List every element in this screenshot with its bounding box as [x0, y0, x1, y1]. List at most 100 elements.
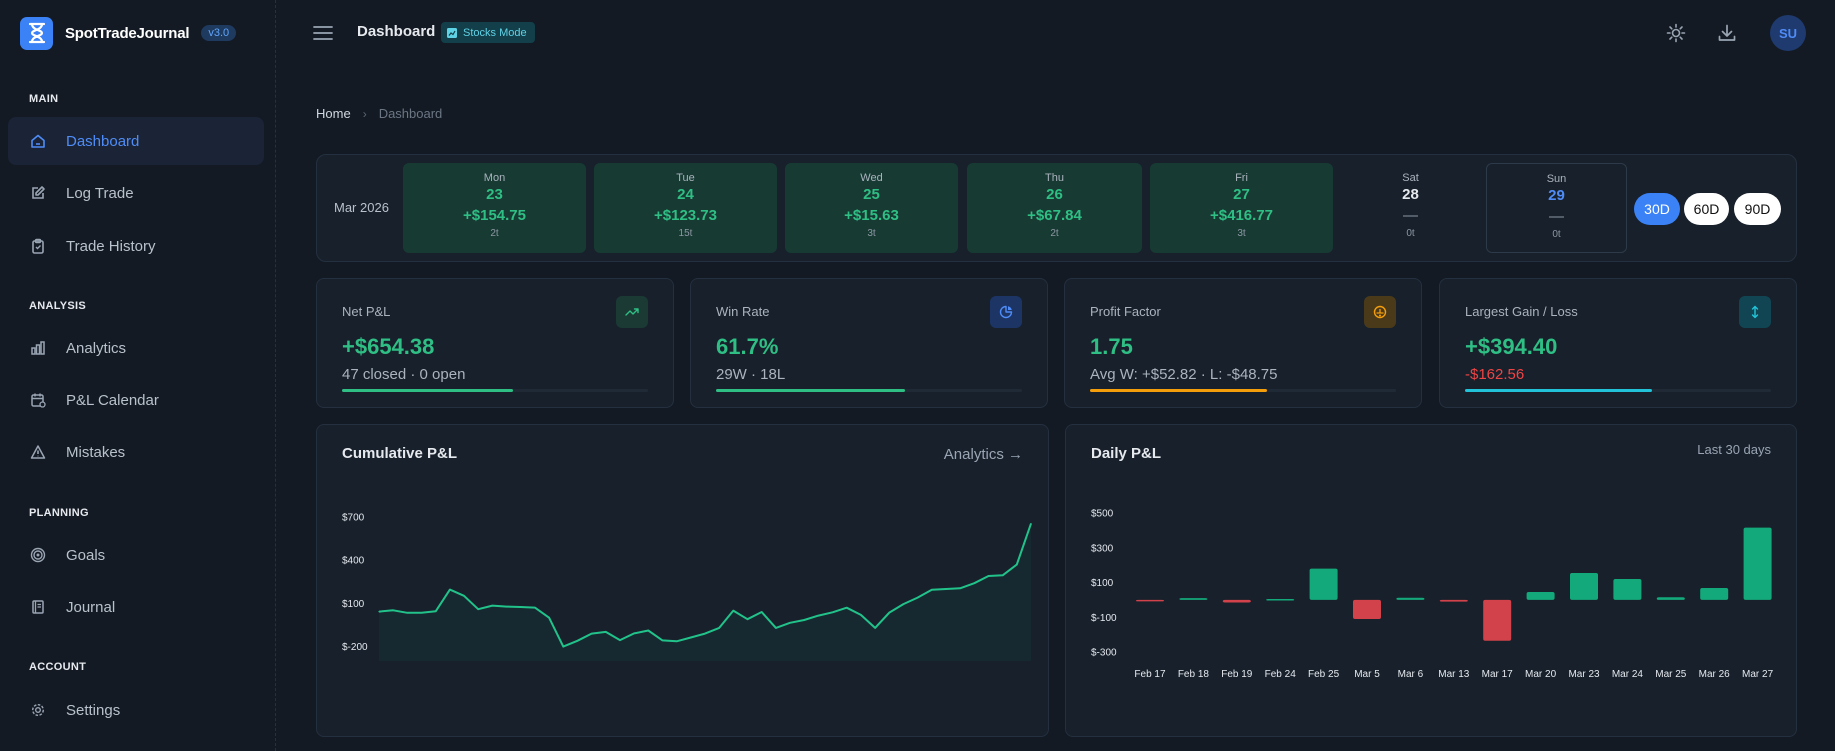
stat-card-largest-gain-loss: Largest Gain / Loss +$394.40 -$162.56 — [1439, 278, 1797, 408]
day-trade-count: 2t — [1050, 228, 1059, 239]
bar — [1570, 572, 1598, 600]
sidebar-item-dashboard[interactable]: Dashboard — [8, 117, 264, 165]
notebook-icon — [29, 598, 47, 616]
target-icon — [29, 546, 47, 564]
day-card-sat[interactable]: Sat 28 — 0t — [1341, 163, 1480, 253]
avatar[interactable]: SU — [1770, 15, 1806, 51]
day-card-thu[interactable]: Thu 26 +$67.84 2t — [967, 163, 1142, 253]
nav-section-planning: PLANNING — [29, 507, 89, 519]
stat-progress-track — [716, 389, 1022, 392]
data-point — [959, 587, 961, 589]
chart-icon — [447, 27, 457, 38]
range-60d-button[interactable]: 60D — [1684, 193, 1729, 225]
stat-label: Profit Factor — [1090, 304, 1161, 319]
sidebar-item-log-trade[interactable]: Log Trade — [8, 169, 264, 217]
stat-value: +$394.40 — [1465, 334, 1558, 359]
data-point — [917, 597, 919, 599]
sidebar-item-pnl-calendar[interactable]: P&L Calendar — [8, 376, 264, 424]
day-card-fri[interactable]: Fri 27 +$416.77 3t — [1150, 163, 1333, 253]
data-point — [973, 582, 975, 584]
analytics-link[interactable]: Analytics → — [943, 446, 1023, 463]
data-point — [378, 611, 380, 613]
brand[interactable]: SpotTradeJournal v3.0 — [20, 16, 237, 50]
stat-value: 61.7% — [716, 334, 779, 359]
stat-progress-track — [1090, 389, 1396, 392]
hamburger-menu-icon[interactable] — [313, 24, 333, 42]
x-tick-label: Mar 20 — [1525, 669, 1557, 680]
data-point — [605, 631, 607, 633]
bar — [1309, 568, 1338, 600]
data-point — [591, 633, 593, 635]
series-area — [379, 523, 1031, 661]
sun-icon[interactable] — [1663, 20, 1689, 46]
mode-badge[interactable]: Stocks Mode — [441, 22, 535, 43]
home-icon — [29, 132, 47, 150]
stat-sub: -$162.56 — [1465, 366, 1525, 383]
data-point — [789, 622, 791, 624]
stat-sub: 47 closed · 0 open — [342, 366, 466, 383]
version-badge: v3.0 — [201, 25, 237, 41]
day-card-mon[interactable]: Mon 23 +$154.75 2t — [403, 163, 586, 253]
sidebar-item-analytics[interactable]: Analytics — [8, 324, 264, 372]
range-90d-button[interactable]: 90D — [1734, 193, 1781, 225]
sidebar-item-settings[interactable]: Settings — [8, 686, 264, 734]
nav-section-analysis: ANALYSIS — [29, 300, 87, 312]
x-tick-label: Feb 17 — [1134, 669, 1166, 680]
bar — [1353, 599, 1381, 619]
stat-progress-fill — [1090, 389, 1268, 392]
sidebar-item-label: Journal — [66, 598, 116, 616]
y-tick-label: $-300 — [1091, 648, 1117, 659]
stat-label: Win Rate — [716, 304, 770, 319]
range-30d-button[interactable]: 30D — [1634, 193, 1680, 225]
data-point — [718, 627, 720, 629]
day-card-wed[interactable]: Wed 25 +$15.63 3t — [785, 163, 958, 253]
day-pnl: +$67.84 — [1027, 207, 1082, 224]
x-tick-label: Mar 6 — [1398, 669, 1424, 680]
x-tick-label: Feb 19 — [1221, 669, 1253, 680]
panel-note: Last 30 days — [1697, 442, 1771, 457]
nav-section-account: ACCOUNT — [29, 661, 87, 673]
data-point — [1016, 563, 1018, 566]
sidebar-item-label: Settings — [66, 701, 121, 719]
y-tick-label: $700 — [342, 513, 365, 524]
sidebar-item-goals[interactable]: Goals — [8, 531, 264, 579]
day-card-sun[interactable]: Sun 29 — 0t — [1486, 163, 1627, 253]
sidebar-item-journal[interactable]: Journal — [8, 583, 264, 631]
data-point — [902, 603, 905, 605]
day-number: 27 — [1233, 186, 1250, 203]
stat-card-win-rate: Win Rate 61.7% 29W · 18L — [690, 278, 1048, 408]
daily-pnl-panel: Daily P&L Last 30 days $500 $300 $100 $-100… — [1065, 424, 1797, 737]
data-point — [761, 611, 763, 613]
data-point — [803, 619, 805, 621]
data-point — [477, 608, 479, 610]
day-card-tue[interactable]: Tue 24 +$123.73 15t — [594, 163, 777, 253]
sidebar-item-trade-history[interactable]: Trade History — [8, 222, 264, 270]
y-tick-label: $-100 — [1091, 613, 1117, 624]
data-point — [846, 607, 848, 609]
scale-icon — [1364, 296, 1396, 328]
day-trade-count: 0t — [1406, 228, 1415, 239]
download-icon[interactable] — [1714, 20, 1740, 46]
x-tick-label: Feb 18 — [1178, 669, 1210, 680]
data-point — [732, 610, 734, 612]
sidebar-item-label: Trade History — [66, 237, 156, 255]
sidebar-item-mistakes[interactable]: Mistakes — [8, 428, 264, 476]
y-tick-label: $100 — [342, 599, 365, 610]
day-pnl: +$416.77 — [1210, 207, 1273, 224]
nav-section-main: MAIN — [29, 93, 59, 105]
x-tick-label: Mar 26 — [1699, 669, 1731, 680]
panel-title: Daily P&L — [1091, 445, 1162, 462]
y-tick-label: $300 — [1091, 543, 1114, 554]
data-point — [647, 629, 649, 632]
data-point — [548, 617, 550, 619]
bar-chart-icon — [29, 339, 47, 357]
day-name: Thu — [1045, 172, 1064, 184]
week-strip: Mar 2026 Mon 23 +$154.75 2t Tue 24 +$123… — [316, 154, 1797, 262]
bar — [1439, 599, 1468, 602]
day-name: Sat — [1402, 172, 1419, 184]
breadcrumb-home[interactable]: Home — [316, 106, 351, 121]
data-point — [406, 612, 408, 614]
sidebar-item-label: Goals — [66, 546, 106, 564]
data-point — [633, 632, 635, 634]
stat-card-net-pnl: Net P&L +$654.38 47 closed · 0 open — [316, 278, 674, 408]
